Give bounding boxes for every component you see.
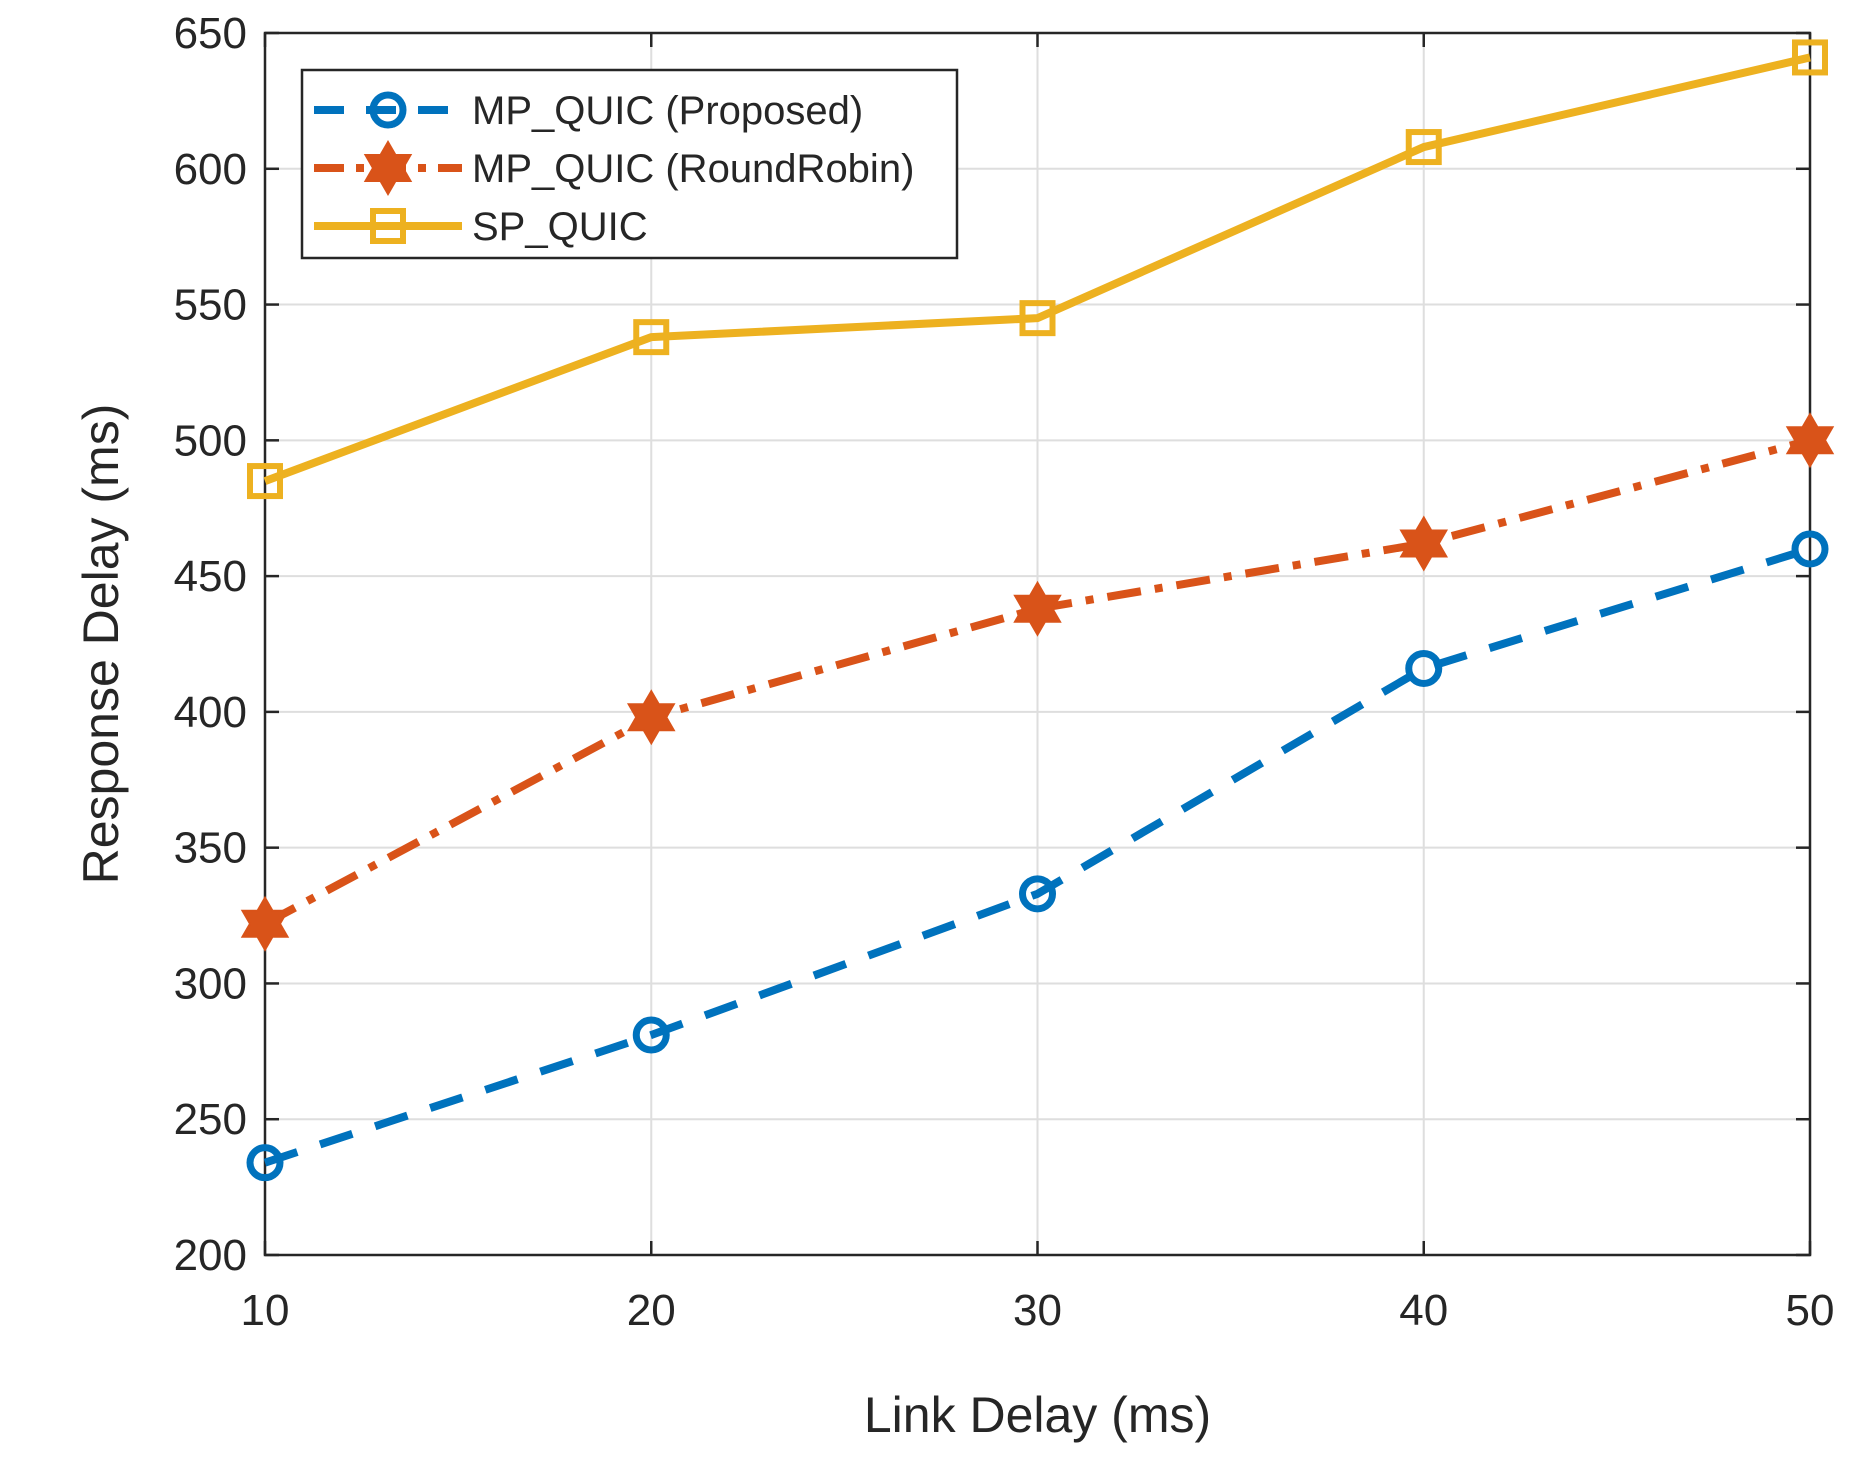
series-0	[246, 530, 1829, 1182]
y-tick-label-9: 650	[174, 9, 247, 58]
legend-box	[300, 68, 959, 260]
y-tick-label-1: 250	[174, 1095, 247, 1144]
legend-swatch-marker-2	[370, 208, 406, 244]
data-point-2-1	[633, 319, 670, 356]
x-tick-label-1: 20	[627, 1286, 676, 1335]
series-1	[240, 412, 1835, 952]
y-tick-label-3: 350	[174, 824, 247, 873]
legend-swatch-marker-0	[369, 91, 407, 129]
data-point-0-4	[1791, 530, 1829, 568]
y-tick-label-0: 200	[174, 1231, 247, 1280]
data-point-0-1	[632, 1016, 670, 1054]
data-point-1-2	[1013, 580, 1062, 637]
y-tick-label-8: 600	[174, 145, 247, 194]
axes: 10 20 30 40 50 200 250 300 350 400 450 500 550 600 650	[174, 9, 1835, 1335]
series-2	[247, 39, 1828, 500]
data-point-1-3	[1399, 515, 1449, 572]
y-tick-label-6: 500	[174, 416, 247, 465]
legend-label-1: MP_QUIC (RoundRobin)	[472, 147, 914, 191]
data-point-1-1	[626, 689, 676, 746]
data-point-2-0	[247, 463, 283, 500]
data-point-0-3	[1405, 649, 1443, 687]
legend-swatch-marker-1	[363, 139, 413, 197]
legend: MP_QUIC (Proposed) MP_QUIC (RoundRobin) SP…	[300, 68, 959, 260]
data-point-2-2	[1019, 300, 1056, 337]
x-tick-label-0: 10	[241, 1286, 290, 1335]
x-tick-label-4: 50	[1786, 1286, 1835, 1335]
y-axis-label: Response Delay (ms)	[73, 404, 129, 885]
data-point-0-2	[1019, 875, 1056, 913]
y-tick-label-7: 550	[174, 281, 247, 330]
y-tick-label-2: 300	[174, 959, 247, 1008]
series-line-1	[263, 436, 1812, 928]
data-point-2-4	[1792, 39, 1828, 76]
y-tick-label-4: 400	[174, 688, 247, 737]
series-line-2	[263, 53, 1811, 485]
data-point-0-0	[246, 1144, 284, 1182]
legend-label-0: MP_QUIC (Proposed)	[472, 89, 863, 133]
series-layer	[240, 39, 1835, 1182]
data-point-1-0	[240, 895, 290, 952]
x-axis-label: Link Delay (ms)	[864, 1387, 1211, 1443]
data-point-1-4	[1785, 412, 1835, 469]
x-tick-label-2: 30	[1013, 1286, 1062, 1335]
series-line-0	[263, 545, 1812, 1167]
x-tick-label-3: 40	[1399, 1286, 1448, 1335]
data-point-2-3	[1405, 129, 1442, 166]
legend-label-2: SP_QUIC	[472, 205, 648, 249]
y-tick-label-5: 450	[174, 552, 247, 601]
